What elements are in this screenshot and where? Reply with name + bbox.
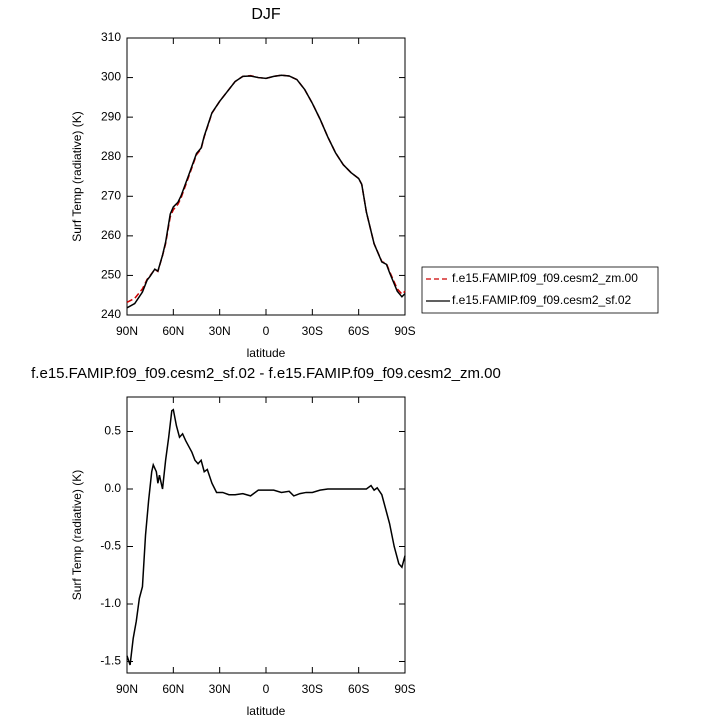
y-axis-label: Surf Temp (radiative) (K) — [70, 470, 84, 600]
x-tick-label: 60N — [162, 324, 184, 338]
chart-title: DJF — [251, 6, 281, 23]
x-axis-label: latitude — [247, 346, 286, 360]
legend-label: f.e15.FAMIP.f09_f09.cesm2_zm.00 — [452, 271, 638, 285]
x-tick-label: 30S — [302, 682, 323, 696]
data-line — [126, 74, 406, 309]
chart-title: f.e15.FAMIP.f09_f09.cesm2_sf.02 - f.e15.… — [31, 365, 501, 382]
y-axis-label: Surf Temp (radiative) (K) — [70, 111, 84, 241]
x-tick-label: 90S — [394, 682, 415, 696]
y-tick-label: 310 — [101, 30, 121, 44]
x-tick-label: 30N — [209, 682, 231, 696]
plot-frame — [126, 37, 406, 316]
x-tick-label: 90N — [116, 324, 138, 338]
x-tick-label: 60S — [348, 682, 369, 696]
x-tick-label: 60S — [348, 324, 369, 338]
y-tick-label: 0.0 — [104, 481, 121, 495]
y-tick-label: 250 — [101, 268, 121, 282]
data-line — [126, 408, 406, 666]
y-tick-label: -1.5 — [100, 654, 121, 668]
y-tick-label: 280 — [101, 149, 121, 163]
y-tick-label: -1.0 — [100, 596, 121, 610]
y-tick-label: 290 — [101, 109, 121, 123]
x-tick-label: 0 — [263, 682, 270, 696]
legend-label: f.e15.FAMIP.f09_f09.cesm2_sf.02 — [452, 293, 632, 307]
y-tick-label: 260 — [101, 228, 121, 242]
y-tick-label: 270 — [101, 188, 121, 202]
x-axis-label: latitude — [247, 704, 286, 718]
x-tick-label: 30S — [302, 324, 323, 338]
y-tick-label: -0.5 — [100, 539, 121, 553]
x-tick-label: 90S — [394, 324, 415, 338]
y-tick-label: 0.5 — [104, 424, 121, 438]
x-tick-label: 90N — [116, 682, 138, 696]
x-tick-label: 0 — [263, 324, 270, 338]
x-tick-label: 60N — [162, 682, 184, 696]
legend-box — [421, 266, 659, 314]
y-tick-label: 240 — [101, 307, 121, 321]
data-line — [126, 74, 406, 304]
x-tick-label: 30N — [209, 324, 231, 338]
y-tick-label: 300 — [101, 70, 121, 84]
